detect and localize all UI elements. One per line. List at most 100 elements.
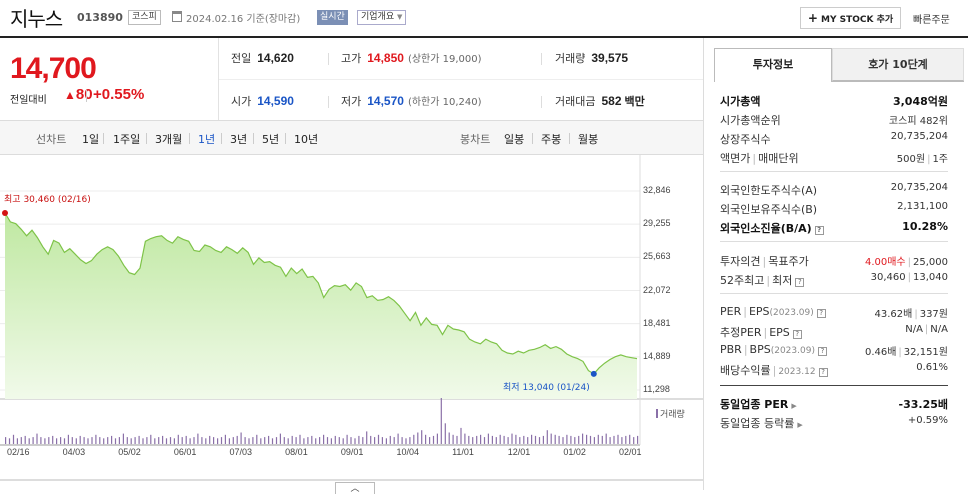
volume-bar [103, 438, 105, 445]
volume-bar [20, 437, 22, 444]
dividend-period: 2023.12 [778, 367, 816, 377]
help-icon[interactable]: ? [814, 226, 824, 235]
tab-hoga-10[interactable]: 호가 10단계 [832, 48, 964, 81]
change-value: ▲80 [64, 86, 93, 103]
est-eps-value: N/A [930, 324, 948, 335]
volume-bar [236, 435, 238, 444]
market-cap-rank-label: 시가총액순위 [720, 114, 781, 127]
toolbar-divider [532, 133, 533, 144]
period-3y[interactable]: 3년 [230, 133, 248, 146]
add-mystock-button[interactable]: + MY STOCK 추가 [800, 7, 901, 29]
toolbar-divider [103, 133, 104, 144]
max-date: (02/16) [57, 195, 91, 205]
par-value-label: 액면가 [720, 152, 751, 165]
volume-bar [601, 435, 603, 444]
volume-bar [24, 435, 26, 444]
min-value: 13,040 [522, 383, 554, 393]
help-icon[interactable]: ? [792, 330, 802, 339]
volume-bar [507, 437, 509, 444]
invest-info-panel: 투자정보 호가 10단계 시가총액 3,048억원 시가총액순위 코스피 482… [704, 38, 968, 490]
x-tick-label: 02/01 [619, 447, 642, 457]
volume-bar [209, 435, 211, 444]
low-value: 14,570 [367, 94, 404, 108]
separator: | [927, 154, 931, 165]
par-value-group: 500원 | 1주 [897, 150, 948, 165]
quick-order-link[interactable]: 빠른주문 [913, 15, 950, 26]
volume-bar [625, 435, 627, 444]
industry-rate-value: +0.59% [907, 415, 948, 426]
period-1w[interactable]: 1주일 [113, 133, 141, 146]
volume-bar [550, 433, 552, 444]
volume-bar [256, 434, 258, 444]
section-divider [720, 241, 948, 242]
realtime-button[interactable]: 실시간 [317, 10, 348, 25]
line-chart-label[interactable]: 선차트 [36, 133, 67, 146]
period-1d[interactable]: 1일 [82, 133, 100, 146]
price-line [4, 212, 638, 375]
toolbar-divider [189, 133, 190, 144]
volume-bar [154, 438, 156, 445]
price-chart-svg [0, 155, 703, 481]
volume-legend-label: 거래량 [660, 410, 685, 420]
company-info-label: 기업개요 [361, 12, 395, 22]
candle-weekly[interactable]: 주봉 [541, 133, 562, 146]
prev-close-label: 전일 [231, 52, 252, 65]
volume-bar [617, 434, 619, 444]
opinion-group: 4.00매수 | 25,000 [865, 253, 948, 268]
x-tick-label: 05/02 [118, 447, 141, 457]
pbr-label-group: PBR | BPS(2023.09)? [720, 343, 827, 356]
period-10y[interactable]: 10년 [294, 133, 319, 146]
volume-bar [181, 437, 183, 444]
max-marker [2, 210, 8, 217]
industry-rate-row[interactable]: 동일업종 등락률 ▶ +0.59% [720, 415, 948, 431]
volume-bar [260, 438, 262, 445]
est-per-label-group: 추정PER | EPS? [720, 324, 802, 340]
volume-bar [279, 433, 281, 444]
company-info-dropdown[interactable]: 기업개요 ▼ [357, 10, 407, 25]
volume-bar [111, 435, 113, 444]
period-1y[interactable]: 1년 [198, 133, 216, 146]
volume-legend-swatch [656, 409, 658, 418]
collapse-chart-button[interactable]: ︿ [335, 482, 375, 494]
volume-bar [483, 437, 486, 444]
x-tick-label: 08/01 [285, 447, 308, 457]
min-annotation: 최저 13,040 (01/24) [503, 380, 590, 393]
candle-daily[interactable]: 일봉 [504, 133, 525, 146]
volume-bar [468, 435, 470, 444]
volume-bar [405, 438, 407, 445]
candle-chart-label[interactable]: 봉차트 [460, 133, 491, 146]
separator: | [766, 274, 771, 287]
foreign-holding-value: 2,131,100 [897, 201, 948, 212]
quote-divider [328, 53, 329, 65]
volume-bar [503, 435, 505, 444]
volume-bar [299, 434, 301, 444]
week52-label-group: 52주최고 | 최저? [720, 272, 805, 288]
tab-invest-info[interactable]: 투자정보 [714, 48, 832, 81]
candle-monthly[interactable]: 월봉 [578, 133, 599, 146]
industry-per-row[interactable]: 동일업종 PER ▶ -33.25배 [720, 396, 948, 412]
help-icon[interactable]: ? [795, 278, 805, 287]
y-tick-label: 32,846 [643, 185, 671, 195]
volume-bar [60, 437, 62, 444]
period-3m[interactable]: 3개월 [155, 133, 183, 146]
volume-bar [79, 435, 81, 444]
stock-code: 013890 [77, 11, 123, 24]
separator: | [924, 324, 929, 335]
chart-toolbar: 선차트 1일 1주일 3개월 1년 3년 5년 10년 봉차트 일봉 주봉 월봉 [0, 120, 703, 155]
help-icon[interactable]: ? [817, 347, 827, 356]
volume-bar [574, 437, 576, 444]
help-icon[interactable]: ? [816, 309, 826, 318]
change-divider [86, 90, 87, 102]
stock-header: 지누스 013890 코스피 2024.02.16 기준(장마감) 실시간 기업… [0, 0, 968, 36]
volume-bar [534, 435, 537, 444]
separator: | [914, 309, 918, 320]
price-chart[interactable]: 최고 30,460 (02/16) 최저 13,040 (01/24) 32,8… [0, 155, 703, 494]
volume-bar [87, 438, 89, 445]
volume-bar [476, 435, 478, 444]
high-value: 14,850 [367, 51, 404, 65]
volume-bar [71, 437, 73, 444]
panel-divider [703, 38, 704, 490]
help-icon[interactable]: ? [818, 368, 828, 377]
volume-bar [185, 435, 187, 444]
period-5y[interactable]: 5년 [262, 133, 280, 146]
